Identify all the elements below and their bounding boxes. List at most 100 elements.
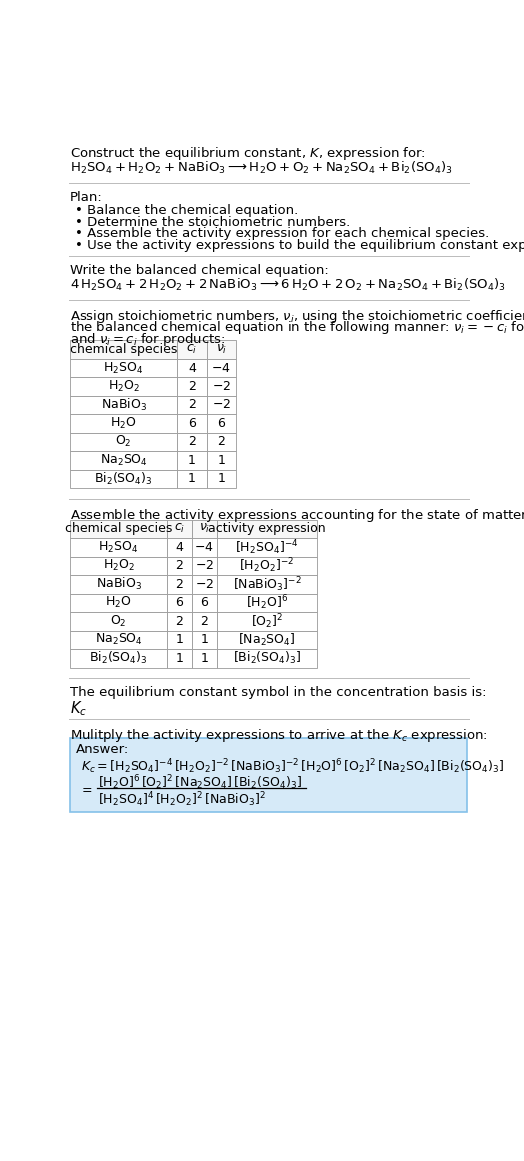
Text: $K_c = [\mathrm{H_2SO_4}]^{-4}\,[\mathrm{H_2O_2}]^{-2}\,[\mathrm{NaBiO_3}]^{-2}\: $K_c = [\mathrm{H_2SO_4}]^{-4}\,[\mathrm… bbox=[81, 757, 505, 776]
Text: $\mathrm{O_2}$: $\mathrm{O_2}$ bbox=[115, 434, 132, 449]
Bar bbox=[70, 340, 177, 359]
Text: Assign stoichiometric numbers, $\nu_i$, using the stoichiometric coefficients, $: Assign stoichiometric numbers, $\nu_i$, … bbox=[70, 308, 524, 325]
Text: $[\mathrm{H_2O_2}]^{-2}$: $[\mathrm{H_2O_2}]^{-2}$ bbox=[239, 556, 294, 575]
Bar bbox=[70, 612, 167, 630]
Bar bbox=[206, 414, 236, 433]
Text: 1: 1 bbox=[217, 454, 225, 467]
Text: $\mathrm{H_2O_2}$: $\mathrm{H_2O_2}$ bbox=[107, 378, 139, 394]
Bar bbox=[167, 630, 192, 649]
Bar bbox=[177, 414, 206, 433]
Text: 2: 2 bbox=[188, 380, 196, 392]
Bar bbox=[216, 556, 318, 575]
Text: 2: 2 bbox=[200, 615, 208, 628]
Text: The equilibrium constant symbol in the concentration basis is:: The equilibrium constant symbol in the c… bbox=[70, 686, 487, 699]
Text: activity expression: activity expression bbox=[208, 522, 326, 535]
Bar bbox=[70, 556, 167, 575]
Text: 1: 1 bbox=[176, 633, 183, 647]
Text: $-2$: $-2$ bbox=[195, 560, 214, 572]
Bar bbox=[177, 452, 206, 470]
Text: Plan:: Plan: bbox=[70, 190, 103, 204]
Text: 4: 4 bbox=[188, 361, 196, 375]
Text: $\mathrm{NaBiO_3}$: $\mathrm{NaBiO_3}$ bbox=[96, 576, 141, 592]
Bar bbox=[206, 470, 236, 488]
Bar bbox=[216, 575, 318, 593]
Bar bbox=[167, 556, 192, 575]
Text: $c_i$: $c_i$ bbox=[186, 342, 198, 356]
Text: $[\mathrm{H_2O}]^{6}$: $[\mathrm{H_2O}]^{6}$ bbox=[246, 593, 288, 612]
Text: $K_c$: $K_c$ bbox=[70, 699, 87, 717]
Bar bbox=[216, 593, 318, 612]
Text: $[\mathrm{NaBiO_3}]^{-2}$: $[\mathrm{NaBiO_3}]^{-2}$ bbox=[233, 575, 301, 593]
Text: $[\mathrm{H_2SO_4}]^{-4}$: $[\mathrm{H_2SO_4}]^{-4}$ bbox=[235, 538, 299, 557]
Bar bbox=[216, 539, 318, 556]
Text: $=$: $=$ bbox=[79, 781, 93, 795]
Bar bbox=[177, 396, 206, 414]
Text: $[\mathrm{Na_2SO_4}]$: $[\mathrm{Na_2SO_4}]$ bbox=[238, 632, 296, 648]
Bar bbox=[216, 520, 318, 539]
Bar bbox=[70, 630, 167, 649]
Text: 1: 1 bbox=[188, 473, 196, 485]
Bar bbox=[192, 539, 216, 556]
Bar bbox=[192, 630, 216, 649]
Text: $\mathrm{Bi_2(SO_4)_3}$: $\mathrm{Bi_2(SO_4)_3}$ bbox=[94, 471, 153, 486]
Text: $\mathrm{Bi_2(SO_4)_3}$: $\mathrm{Bi_2(SO_4)_3}$ bbox=[89, 650, 148, 666]
Bar bbox=[177, 470, 206, 488]
Bar bbox=[206, 452, 236, 470]
Text: • Assemble the activity expression for each chemical species.: • Assemble the activity expression for e… bbox=[75, 228, 489, 240]
Bar bbox=[206, 359, 236, 377]
Bar bbox=[70, 377, 177, 396]
Text: $-2$: $-2$ bbox=[212, 398, 231, 411]
Text: Assemble the activity expressions accounting for the state of matter and $\nu_i$: Assemble the activity expressions accoun… bbox=[70, 506, 524, 524]
Bar bbox=[167, 649, 192, 668]
Text: $\mathrm{H_2O}$: $\mathrm{H_2O}$ bbox=[111, 416, 137, 431]
Text: $[\mathrm{H_2SO_4}]^4\,[\mathrm{H_2O_2}]^2\,[\mathrm{NaBiO_3}]^2$: $[\mathrm{H_2SO_4}]^4\,[\mathrm{H_2O_2}]… bbox=[98, 791, 266, 809]
Bar bbox=[70, 433, 177, 452]
Text: chemical species: chemical species bbox=[65, 522, 172, 535]
Text: 1: 1 bbox=[188, 454, 196, 467]
Text: Answer:: Answer: bbox=[77, 743, 129, 756]
Text: 6: 6 bbox=[188, 417, 196, 430]
Bar bbox=[70, 520, 167, 539]
Text: • Determine the stoichiometric numbers.: • Determine the stoichiometric numbers. bbox=[75, 216, 350, 229]
Text: $-4$: $-4$ bbox=[194, 541, 214, 554]
Text: and $\nu_i = c_i$ for products:: and $\nu_i = c_i$ for products: bbox=[70, 331, 226, 348]
Text: 2: 2 bbox=[176, 578, 183, 591]
Bar bbox=[167, 593, 192, 612]
Bar bbox=[167, 520, 192, 539]
Bar bbox=[192, 520, 216, 539]
Text: $\mathrm{H_2SO_4}$: $\mathrm{H_2SO_4}$ bbox=[103, 360, 144, 375]
Text: $-2$: $-2$ bbox=[195, 578, 214, 591]
Bar bbox=[70, 649, 167, 668]
Text: $\nu_i$: $\nu_i$ bbox=[215, 342, 227, 356]
Bar bbox=[206, 377, 236, 396]
Text: $\nu_i$: $\nu_i$ bbox=[199, 522, 210, 535]
Text: 1: 1 bbox=[217, 473, 225, 485]
Bar bbox=[167, 612, 192, 630]
Bar bbox=[177, 377, 206, 396]
Text: • Balance the chemical equation.: • Balance the chemical equation. bbox=[75, 204, 298, 217]
Bar bbox=[216, 612, 318, 630]
Text: 2: 2 bbox=[188, 398, 196, 411]
Bar bbox=[192, 593, 216, 612]
Bar bbox=[70, 396, 177, 414]
Text: $-4$: $-4$ bbox=[211, 361, 231, 375]
Bar bbox=[70, 470, 177, 488]
Bar bbox=[70, 452, 177, 470]
Text: 6: 6 bbox=[217, 417, 225, 430]
Bar bbox=[177, 340, 206, 359]
Bar bbox=[192, 649, 216, 668]
Text: $\mathrm{Na_2SO_4}$: $\mathrm{Na_2SO_4}$ bbox=[95, 633, 143, 648]
Text: 2: 2 bbox=[176, 560, 183, 572]
Text: chemical species: chemical species bbox=[70, 342, 177, 356]
Bar bbox=[177, 359, 206, 377]
Text: $\mathrm{O_2}$: $\mathrm{O_2}$ bbox=[111, 614, 127, 629]
Text: $-2$: $-2$ bbox=[212, 380, 231, 392]
Bar bbox=[192, 612, 216, 630]
Text: 2: 2 bbox=[188, 435, 196, 448]
Bar bbox=[70, 414, 177, 433]
Bar bbox=[206, 433, 236, 452]
Bar bbox=[216, 649, 318, 668]
Text: 1: 1 bbox=[200, 633, 208, 647]
Bar bbox=[70, 593, 167, 612]
Bar bbox=[177, 433, 206, 452]
